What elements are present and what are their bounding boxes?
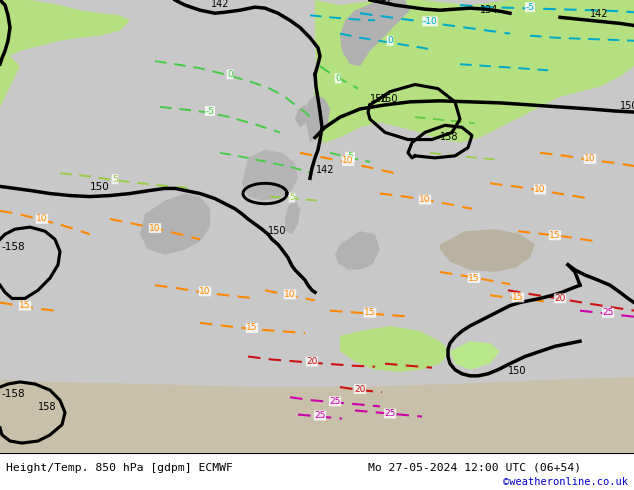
Polygon shape [242,150,298,200]
Polygon shape [310,0,634,143]
Text: 158: 158 [38,402,56,413]
Text: 20: 20 [306,357,318,366]
Text: 20: 20 [354,385,366,393]
Text: 25: 25 [314,411,326,420]
Text: -158: -158 [2,389,25,399]
Text: 142: 142 [375,0,394,5]
Polygon shape [340,0,410,66]
Text: 15: 15 [512,293,524,302]
Text: 158: 158 [440,131,458,142]
Text: 134: 134 [480,5,498,15]
Text: 5: 5 [112,175,118,184]
Polygon shape [440,229,535,272]
Polygon shape [0,377,634,453]
Text: -5: -5 [205,106,214,116]
Polygon shape [305,95,330,143]
Text: 10: 10 [36,215,48,223]
Text: 10: 10 [284,290,295,299]
Polygon shape [140,194,210,255]
Text: 0: 0 [335,74,341,83]
Text: 10: 10 [149,223,161,233]
Text: 150: 150 [508,366,526,376]
Text: 25: 25 [329,397,340,406]
Text: 20: 20 [554,294,566,303]
Text: 10: 10 [419,195,430,204]
Text: 15: 15 [365,308,376,317]
Text: 0: 0 [227,70,233,79]
Text: 25: 25 [602,308,614,317]
Polygon shape [445,194,525,224]
Text: 10: 10 [585,154,596,163]
Polygon shape [450,341,500,370]
Text: 158: 158 [370,94,389,104]
Text: Height/Temp. 850 hPa [gdpm] ECMWF: Height/Temp. 850 hPa [gdpm] ECMWF [6,463,233,473]
Text: 15: 15 [19,301,31,310]
Text: 10: 10 [199,287,210,296]
Text: -158: -158 [2,242,25,251]
Polygon shape [285,198,300,234]
Text: 15: 15 [246,323,258,333]
Text: -5: -5 [346,152,354,161]
Text: Mo 27-05-2024 12:00 UTC (06+54): Mo 27-05-2024 12:00 UTC (06+54) [368,463,581,473]
Text: 0: 0 [387,36,393,45]
Text: ©weatheronline.co.uk: ©weatheronline.co.uk [503,477,628,487]
Text: 10: 10 [342,156,354,166]
Text: 150: 150 [90,182,110,193]
Text: 25: 25 [384,409,396,418]
Text: 142: 142 [210,0,230,9]
Text: 150: 150 [620,101,634,111]
Text: 150: 150 [380,94,399,104]
Text: 142: 142 [316,165,335,175]
Text: 15: 15 [549,231,560,240]
Polygon shape [215,249,450,293]
Text: 150: 150 [268,226,287,236]
Text: 10: 10 [534,185,546,194]
Text: -10: -10 [423,17,437,26]
Polygon shape [340,326,450,372]
Text: 142: 142 [590,9,609,19]
Polygon shape [0,0,20,107]
Polygon shape [0,0,130,56]
Polygon shape [335,231,380,272]
Text: 5: 5 [289,193,295,202]
Text: 15: 15 [469,273,480,283]
Polygon shape [295,105,310,127]
Text: -5: -5 [526,2,534,12]
